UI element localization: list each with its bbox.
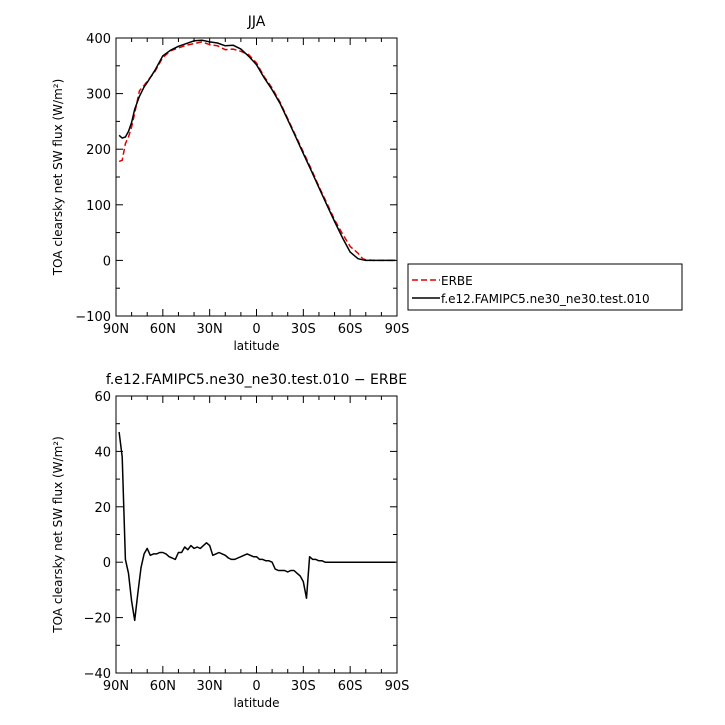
x-axis-label: latitude [233, 696, 279, 710]
panel-top: 90N 60N 30N 0 30S 60S 90S −100 0 100 200 300 400 JJA l… [51, 14, 409, 353]
x-tick-label: 0 [252, 322, 260, 337]
y-tick-label: 400 [86, 32, 111, 47]
y-tick-label: 0 [103, 254, 111, 269]
plot-frame [115, 395, 398, 674]
y-tick-label: −100 [75, 310, 111, 325]
legend-label: ERBE [441, 274, 473, 288]
x-tick-label: 30S [291, 679, 316, 694]
y-tick-label: 200 [86, 143, 111, 158]
y-tick-label: 0 [103, 556, 111, 571]
x-tick-label: 90S [385, 679, 410, 694]
x-tick-label: 90S [385, 322, 410, 337]
x-tick-label: 60N [150, 679, 176, 694]
legend-box [407, 263, 683, 311]
y-axis-label: TOA clearsky net SW flux (W/m²) [51, 436, 65, 634]
chart-title: JJA [247, 14, 266, 30]
series-line-0 [118, 431, 396, 622]
x-tick-label: 30N [197, 679, 223, 694]
legend: ERBE f.e12.FAMIPC5.ne30_ne30.test.010 [407, 263, 683, 311]
series-line-1 [118, 39, 396, 262]
series-line-0 [118, 41, 396, 262]
y-tick-label: 60 [94, 390, 111, 405]
x-tick-label: 30S [291, 322, 316, 337]
y-tick-label: −20 [84, 612, 111, 627]
x-tick-label: 60S [338, 322, 363, 337]
chart-title: f.e12.FAMIPC5.ne30_ne30.test.010 − ERBE [106, 372, 407, 388]
x-tick-label: 90N [103, 679, 129, 694]
x-axis-label: latitude [233, 339, 279, 353]
legend-label: f.e12.FAMIPC5.ne30_ne30.test.010 [441, 292, 650, 306]
x-tick-label: 30N [197, 322, 223, 337]
plot-frame [115, 37, 398, 317]
y-tick-label: 20 [94, 501, 111, 516]
y-tick-label: 300 [86, 88, 111, 103]
y-axis-label: TOA clearsky net SW flux (W/m²) [51, 79, 65, 277]
y-tick-label: 100 [86, 199, 111, 214]
x-tick-label: 60N [150, 322, 176, 337]
y-tick-label: −40 [84, 667, 111, 682]
x-tick-label: 0 [252, 679, 260, 694]
panel-bottom: 90N 60N 30N 0 30S 60S 90S −40 −20 0 20 40 60 f.e12.FA… [51, 372, 409, 710]
x-tick-label: 90N [103, 322, 129, 337]
x-tick-label: 60S [338, 679, 363, 694]
y-tick-label: 40 [94, 445, 111, 460]
